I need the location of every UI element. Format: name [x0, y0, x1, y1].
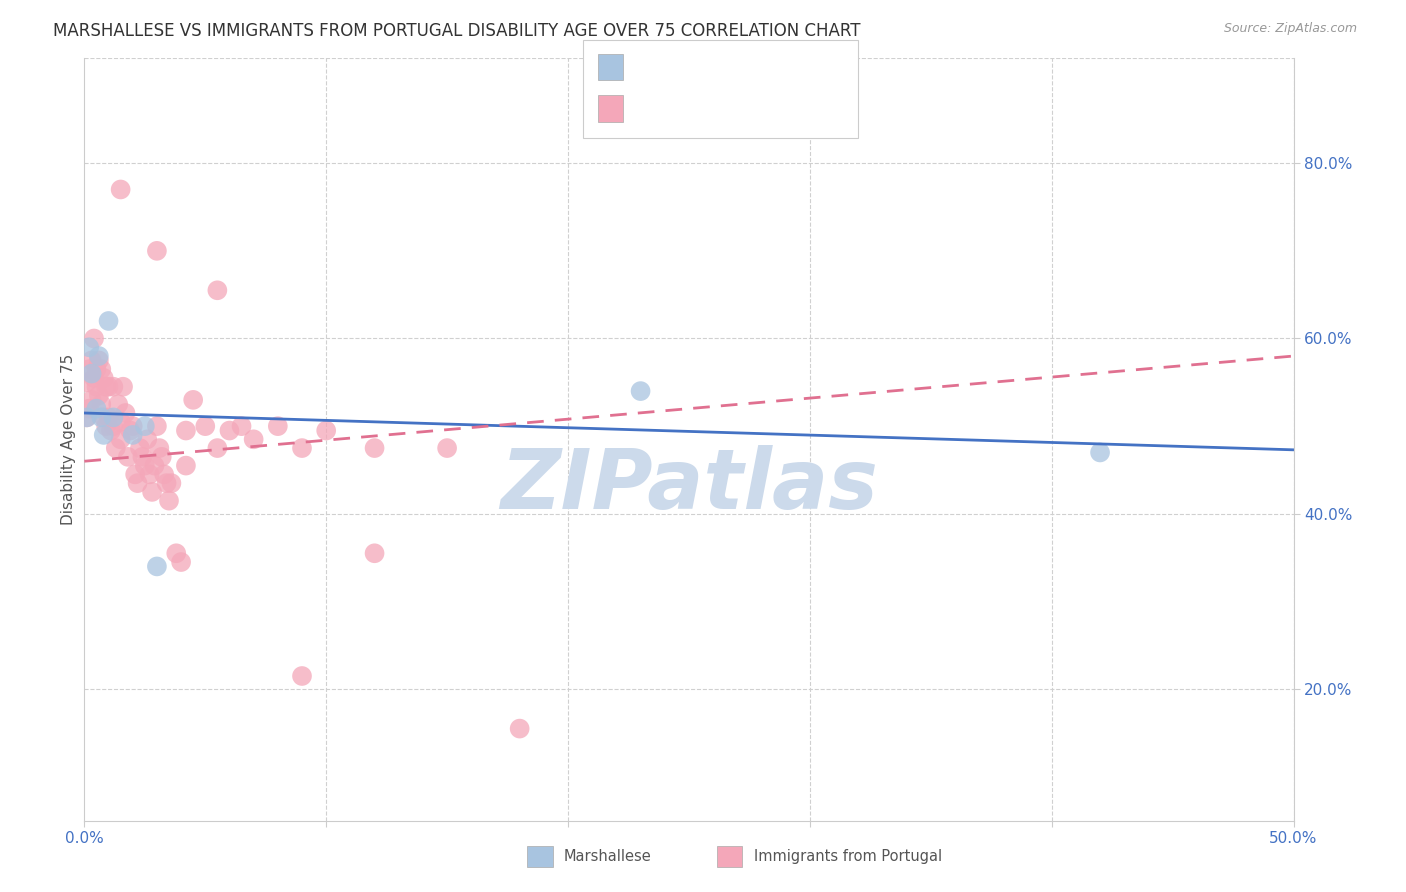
Point [363, 546, 385, 560]
Point [134, 419, 156, 434]
Point [86, 401, 108, 416]
Point [165, 546, 187, 560]
Point [97, 314, 120, 328]
Point [94, 419, 117, 434]
Point [110, 182, 132, 196]
Point [174, 424, 197, 438]
Point [93, 428, 115, 442]
Point [136, 433, 159, 447]
Point [80, 367, 103, 381]
Point [436, 441, 458, 455]
Point [97, 410, 120, 425]
Text: R =: R = [634, 102, 668, 116]
Point [76, 410, 98, 425]
Point [509, 722, 531, 736]
Text: N =: N = [735, 60, 779, 74]
Point [231, 419, 253, 434]
Point [170, 555, 193, 569]
Point [97, 380, 120, 394]
Point [141, 484, 163, 499]
Point [242, 433, 264, 447]
Point [160, 476, 183, 491]
Text: Source: ZipAtlas.com: Source: ZipAtlas.com [1223, 22, 1357, 36]
Point [363, 441, 385, 455]
Point [77, 401, 100, 416]
Point [90, 410, 112, 425]
Point [77, 340, 100, 354]
Point [194, 419, 217, 434]
Point [155, 476, 177, 491]
Point [87, 353, 110, 368]
Point [134, 458, 156, 473]
Point [218, 424, 240, 438]
Point [107, 397, 129, 411]
Point [86, 362, 108, 376]
Point [114, 406, 136, 420]
Point [146, 559, 169, 574]
Text: N =: N = [735, 102, 779, 116]
Point [76, 410, 98, 425]
Point [86, 380, 108, 394]
Point [291, 669, 314, 683]
Point [146, 244, 169, 258]
Text: 69: 69 [780, 102, 801, 116]
Point [120, 424, 142, 438]
Point [117, 450, 139, 464]
Point [121, 419, 143, 434]
Point [174, 458, 197, 473]
Point [291, 441, 314, 455]
Point [153, 467, 176, 482]
Text: 0.088: 0.088 [673, 102, 727, 116]
Point [143, 458, 166, 473]
Point [100, 424, 122, 438]
Point [103, 410, 125, 425]
Point [94, 380, 117, 394]
Point [112, 380, 135, 394]
Point [104, 441, 127, 455]
Point [207, 283, 229, 297]
Y-axis label: Disability Age Over 75: Disability Age Over 75 [60, 354, 76, 524]
Point [103, 419, 125, 434]
Text: Marshallese: Marshallese [564, 849, 651, 863]
Point [93, 410, 115, 425]
Point [1088, 445, 1111, 459]
Text: ZIPatlas: ZIPatlas [501, 444, 877, 525]
Point [87, 388, 110, 402]
Point [90, 362, 112, 376]
Point [110, 415, 132, 429]
Text: -0.084: -0.084 [673, 60, 728, 74]
Point [76, 376, 98, 390]
Point [87, 349, 110, 363]
Text: MARSHALLESE VS IMMIGRANTS FROM PORTUGAL DISABILITY AGE OVER 75 CORRELATION CHART: MARSHALLESE VS IMMIGRANTS FROM PORTUGAL … [53, 22, 860, 40]
Point [83, 371, 105, 385]
Point [124, 467, 146, 482]
Point [157, 493, 180, 508]
Point [630, 384, 652, 398]
Point [77, 362, 100, 376]
Point [103, 380, 125, 394]
Point [131, 450, 153, 464]
Point [146, 419, 169, 434]
Point [90, 397, 112, 411]
Point [93, 371, 115, 385]
Point [267, 419, 290, 434]
Point [138, 467, 160, 482]
Text: Immigrants from Portugal: Immigrants from Portugal [754, 849, 942, 863]
Point [129, 441, 152, 455]
Point [207, 441, 229, 455]
Text: 15: 15 [780, 60, 801, 74]
Point [83, 331, 105, 345]
Point [315, 424, 337, 438]
Point [181, 392, 204, 407]
Point [80, 392, 103, 407]
Point [121, 428, 143, 442]
Text: R =: R = [634, 60, 668, 74]
Point [127, 476, 149, 491]
Point [148, 441, 170, 455]
Point [80, 353, 103, 368]
Point [110, 433, 132, 447]
Point [150, 450, 173, 464]
